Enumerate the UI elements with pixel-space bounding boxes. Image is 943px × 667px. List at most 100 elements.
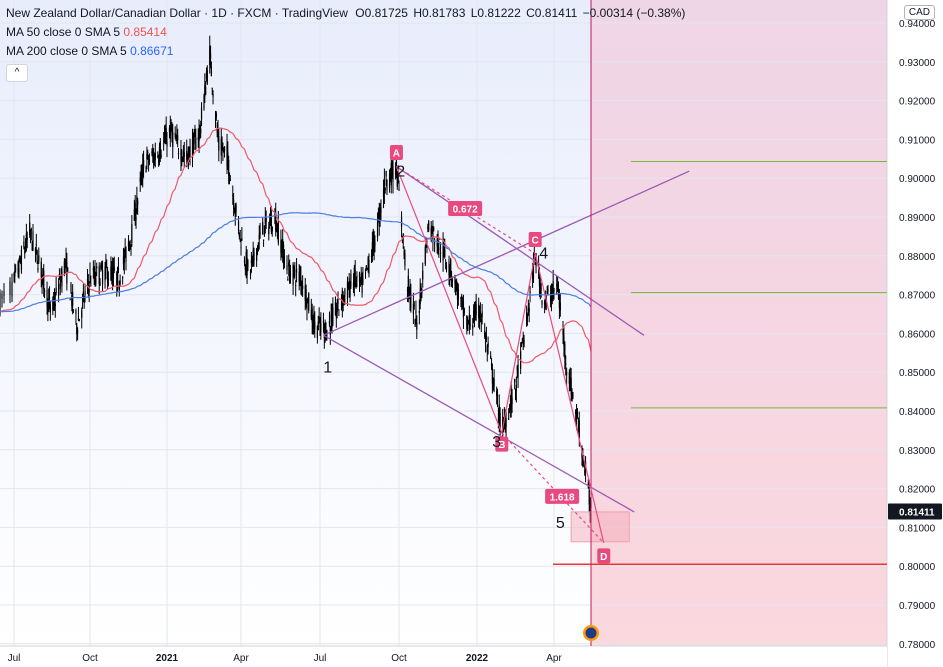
candle-body bbox=[480, 319, 482, 323]
candle-body bbox=[125, 247, 127, 262]
candle-body bbox=[11, 281, 13, 297]
candle-body bbox=[386, 179, 388, 191]
time-tick-label: Jul bbox=[8, 653, 21, 664]
price-axis-background bbox=[887, 0, 943, 667]
candle-body bbox=[436, 242, 438, 248]
candle-body bbox=[133, 209, 135, 221]
collapse-legend-button[interactable]: ^ bbox=[6, 64, 28, 82]
candle-body bbox=[428, 221, 430, 231]
candle-body bbox=[490, 355, 492, 358]
candle-body bbox=[389, 176, 392, 180]
candle-body bbox=[378, 208, 380, 226]
time-tick-label: Apr bbox=[546, 653, 562, 664]
candle-body bbox=[398, 188, 400, 191]
candle-body bbox=[312, 324, 314, 331]
candle-body bbox=[528, 308, 530, 312]
ratio-label: 1.618 bbox=[545, 488, 580, 504]
candle-body bbox=[69, 299, 71, 301]
candle-body bbox=[305, 289, 307, 307]
candle-body bbox=[304, 285, 306, 301]
close-value: C0.81411 bbox=[526, 6, 578, 20]
candle-body bbox=[370, 255, 373, 258]
candle-body bbox=[532, 259, 535, 279]
pattern-point-d-text: D bbox=[600, 552, 607, 563]
candle-body bbox=[186, 151, 188, 160]
candle-body bbox=[72, 309, 75, 311]
candle-body bbox=[372, 236, 374, 247]
candle-body bbox=[283, 255, 286, 266]
candle-body bbox=[47, 299, 49, 311]
candle-body bbox=[169, 125, 171, 139]
candle-body bbox=[454, 275, 456, 284]
candle-body bbox=[359, 280, 361, 282]
candle-body bbox=[407, 275, 409, 296]
candle-body bbox=[490, 363, 493, 367]
time-tick-label: 2021 bbox=[156, 653, 179, 664]
chart-legend: New Zealand Dollar/Canadian Dollar · 1D … bbox=[6, 4, 691, 82]
candle-body bbox=[487, 342, 489, 348]
candle-body bbox=[217, 129, 219, 138]
candle-body bbox=[511, 397, 513, 405]
ma50-legend-row[interactable]: MA 50 close 0 SMA 5 0.85414 bbox=[6, 23, 691, 42]
candle-body bbox=[30, 228, 32, 231]
candle-body bbox=[419, 289, 421, 305]
candle-body bbox=[181, 156, 183, 162]
wave-label-3: 3 bbox=[492, 434, 501, 451]
candle-body bbox=[183, 152, 185, 157]
candle-body bbox=[578, 420, 580, 439]
candle-body bbox=[374, 241, 376, 247]
candle-body bbox=[20, 249, 23, 270]
candle-body bbox=[358, 272, 361, 283]
candle-body bbox=[367, 257, 369, 266]
candle-body bbox=[172, 132, 174, 147]
pattern-point-d: D bbox=[597, 548, 611, 564]
candle-body bbox=[269, 221, 271, 223]
candle-body bbox=[485, 335, 488, 340]
candle-body bbox=[159, 141, 161, 159]
wave-label-1: 1 bbox=[323, 359, 332, 376]
candle-body bbox=[395, 159, 398, 174]
pattern-point-b-text: B bbox=[498, 440, 505, 451]
candle-body bbox=[116, 272, 118, 286]
candle-body bbox=[391, 162, 393, 176]
candle-body bbox=[176, 135, 178, 141]
candle-body bbox=[256, 246, 259, 250]
candle-body bbox=[544, 293, 547, 306]
candle-body bbox=[19, 255, 21, 260]
candle-body bbox=[177, 153, 180, 155]
candle-body bbox=[134, 202, 136, 221]
candle-body bbox=[247, 260, 249, 267]
candle-body bbox=[54, 303, 56, 307]
candle-body bbox=[14, 271, 16, 277]
candle-body bbox=[241, 238, 243, 241]
candle-body bbox=[318, 316, 320, 318]
candle-body bbox=[463, 308, 465, 314]
ma200-legend-row[interactable]: MA 200 close 0 SMA 5 0.86671 bbox=[6, 42, 691, 61]
candle-body bbox=[492, 378, 494, 389]
candle-body bbox=[451, 280, 454, 282]
candle-body bbox=[520, 342, 523, 346]
price-tick-label: 0.89000 bbox=[899, 213, 936, 224]
candle-body bbox=[349, 286, 351, 297]
candle-body bbox=[200, 107, 203, 120]
candle-body bbox=[214, 119, 217, 121]
candle-body bbox=[571, 394, 573, 401]
candle-body bbox=[106, 266, 108, 268]
ratio-label-text: 0.672 bbox=[453, 204, 478, 215]
candle-body bbox=[87, 285, 89, 287]
currency-tag[interactable]: CAD bbox=[903, 5, 935, 20]
candle-body bbox=[123, 255, 125, 264]
candle-body bbox=[216, 129, 218, 133]
candle-body bbox=[316, 325, 318, 339]
candle-body bbox=[444, 248, 446, 257]
candle-body bbox=[546, 291, 548, 294]
candle-body bbox=[209, 46, 211, 66]
candle-body bbox=[119, 280, 121, 285]
candle-body bbox=[29, 222, 31, 235]
candle-body bbox=[65, 258, 67, 261]
candle-body bbox=[576, 412, 579, 415]
price-tick-label: 0.80000 bbox=[899, 562, 936, 573]
candle-body bbox=[131, 223, 133, 244]
candle-body bbox=[481, 311, 483, 317]
